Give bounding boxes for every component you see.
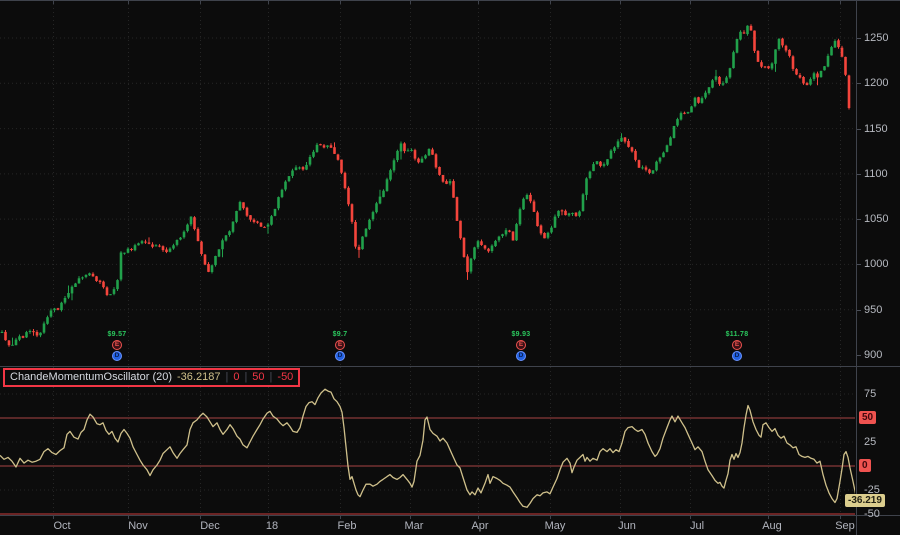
- time-axis-label: Feb: [337, 520, 357, 532]
- top-axis-tick: [53, 1, 54, 4]
- price-axis-tick: [857, 309, 861, 311]
- price-axis-label: 950: [864, 303, 883, 316]
- top-border: [0, 0, 900, 1]
- time-axis-label: Jun: [618, 520, 636, 532]
- indicator-value: -36.2187: [177, 371, 221, 383]
- price-axis-tick: [857, 355, 861, 356]
- time-axis-label: 18: [265, 520, 279, 532]
- legend-separator: |: [225, 371, 229, 383]
- dividend-amount-label: $9.7: [332, 331, 348, 338]
- dividend-amount-label: $9.93: [511, 331, 531, 338]
- oscillator-line[interactable]: [0, 388, 855, 508]
- time-axis-tick: [478, 516, 479, 519]
- oscillator-axis-label: -25: [864, 484, 880, 496]
- time-axis-tick: [340, 516, 341, 519]
- top-axis-tick: [840, 1, 841, 4]
- dividend-icon[interactable]: D: [732, 351, 742, 361]
- oscillator-axis-label: 75: [864, 388, 877, 400]
- top-axis-tick: [690, 1, 691, 4]
- price-axis-tick: [857, 173, 861, 175]
- time-axis-label: Apr: [471, 520, 489, 532]
- dividend-icon[interactable]: D: [516, 351, 526, 361]
- price-axis[interactable]: 900 950 1000 1050 1100 1150 1200 1250 75 25 -25 -50…: [845, 0, 900, 535]
- top-axis-tick: [128, 1, 129, 4]
- top-axis-tick: [478, 1, 479, 4]
- time-axis-tick: [200, 516, 201, 519]
- time-axis-label: Oct: [53, 520, 71, 532]
- time-axis-label: Mar: [404, 520, 424, 532]
- level-badge: 50: [859, 411, 877, 424]
- earnings-icon[interactable]: E: [516, 340, 526, 350]
- candlestick-svg[interactable]: [0, 0, 855, 366]
- price-axis-tick: [857, 219, 861, 221]
- indicator-level-0: 0: [233, 371, 240, 383]
- time-axis-label: Sep: [835, 520, 855, 532]
- top-axis-tick: [768, 1, 769, 4]
- price-axis-label: 1150: [864, 122, 888, 135]
- time-axis-tick: [53, 516, 54, 519]
- price-axis-tick: [857, 83, 861, 85]
- event-marker-group[interactable]: $9.93 E D: [503, 330, 539, 361]
- dividend-icon[interactable]: D: [335, 351, 345, 361]
- indicator-level-50: 50: [252, 371, 265, 383]
- oscillator-pane[interactable]: [0, 367, 855, 515]
- time-axis-tick: [550, 516, 551, 519]
- top-axis-tick: [410, 1, 411, 4]
- event-marker-group[interactable]: $11.78 E D: [719, 330, 755, 361]
- time-axis-tick: [410, 516, 411, 519]
- time-axis-tick: [128, 516, 129, 519]
- top-axis-tick: [340, 1, 341, 4]
- last-value-badge: -36.219: [845, 493, 885, 507]
- price-axis-label: 1250: [864, 32, 889, 44]
- price-axis-tick: [857, 128, 861, 130]
- time-axis-tick: [840, 516, 841, 519]
- event-marker-group[interactable]: $9.57 E D: [99, 330, 135, 361]
- time-axis-tick: [268, 516, 269, 519]
- dividend-amount-label: $11.78: [725, 331, 749, 338]
- pane-separator[interactable]: [0, 366, 900, 367]
- time-axis-tick: [768, 516, 769, 519]
- price-axis-label: 1000: [864, 258, 889, 271]
- indicator-name: ChandeMomentumOscillator (20): [10, 371, 173, 383]
- price-axis-label: 1100: [864, 167, 888, 180]
- price-axis-label: 1050: [864, 213, 889, 226]
- time-axis[interactable]: Oct Nov Dec 18 Feb Mar Apr May Jun Jul Aug Sep: [0, 515, 900, 535]
- dividend-amount-label: $9.57: [107, 331, 127, 338]
- earnings-icon[interactable]: E: [732, 340, 742, 350]
- earnings-icon[interactable]: E: [112, 340, 122, 350]
- price-axis-tick: [857, 38, 861, 39]
- time-axis-label: Aug: [762, 520, 782, 532]
- dividend-icon[interactable]: D: [112, 351, 122, 361]
- time-axis-tick: [690, 516, 691, 519]
- price-axis-label: 1200: [864, 77, 889, 90]
- oscillator-svg[interactable]: [0, 367, 855, 515]
- earnings-icon[interactable]: E: [335, 340, 345, 350]
- indicator-level-neg50: -50: [277, 371, 294, 383]
- oscillator-axis-label: -50: [864, 508, 880, 520]
- time-axis-label: May: [544, 520, 566, 532]
- top-axis-tick: [550, 1, 551, 4]
- time-axis-label: Nov: [128, 520, 148, 532]
- event-marker-group[interactable]: $9.7 E D: [322, 330, 358, 361]
- time-axis-label: Jul: [689, 520, 705, 532]
- top-axis-tick: [268, 1, 269, 4]
- top-axis-tick: [620, 1, 621, 4]
- price-axis-label: 900: [864, 349, 883, 361]
- indicator-legend[interactable]: ChandeMomentumOscillator (20) -36.2187 |…: [3, 368, 301, 387]
- legend-separator: |: [244, 371, 248, 383]
- top-axis-tick: [200, 1, 201, 4]
- legend-separator: |: [269, 371, 273, 383]
- price-pane[interactable]: [0, 0, 855, 366]
- time-axis-label: Dec: [200, 520, 220, 532]
- oscillator-axis-label: 25: [864, 436, 877, 448]
- time-axis-tick: [620, 516, 621, 519]
- level-badge: 0: [859, 459, 871, 472]
- price-axis-tick: [857, 264, 861, 266]
